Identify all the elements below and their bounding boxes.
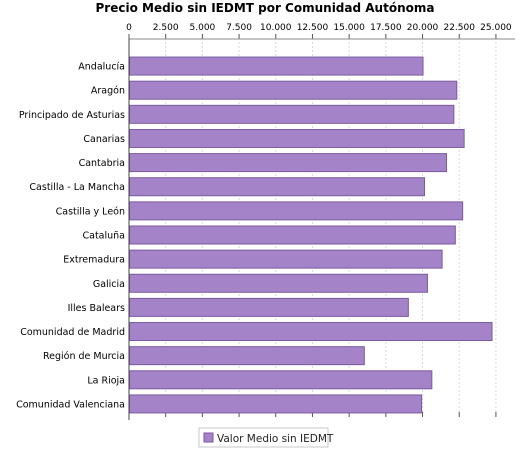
legend-box (198, 427, 329, 448)
category-label: Principado de Asturias (19, 110, 125, 121)
bar (129, 56, 424, 76)
category-label: Castilla - La Mancha (29, 182, 125, 193)
x-tick-label: 5.000 (190, 23, 216, 33)
category-label: Cataluña (82, 231, 125, 242)
x-tick-label: 22.500 (443, 23, 475, 33)
bar (129, 104, 455, 124)
category-label: Andalucía (78, 62, 125, 73)
category-label: Comunidad de Madrid (20, 327, 125, 338)
bar (129, 128, 465, 148)
category-label: Illes Balears (68, 303, 125, 314)
bar (129, 394, 423, 414)
legend-label: Valor Medio sin IEDMT (217, 433, 334, 445)
bar (129, 225, 456, 245)
category-labels: Andalucía Aragón Principado de Asturias Can… (16, 62, 125, 411)
x-tick-label: 12.500 (297, 23, 329, 33)
bar (129, 153, 448, 173)
category-label: Canarias (83, 134, 125, 145)
category-label: Cantabria (79, 158, 125, 169)
x-tick-label: 2.500 (153, 23, 179, 33)
legend: Valor Medio sin IEDMT (198, 427, 334, 448)
x-tick-label: 10.000 (260, 23, 292, 33)
chart-title: Precio Medio sin IEDMT por Comunidad Aut… (96, 1, 435, 15)
bar (129, 273, 428, 293)
category-label: Aragón (91, 86, 125, 97)
x-tick-label: 25.000 (480, 23, 512, 33)
axes (128, 38, 515, 420)
category-label: Castilla y León (56, 206, 125, 217)
category-label: Galicia (93, 279, 125, 290)
category-label: Región de Murcia (43, 351, 125, 362)
category-label: Comunidad Valenciana (16, 399, 125, 410)
bar (129, 177, 426, 197)
bar (129, 80, 458, 100)
bar (129, 201, 464, 221)
x-tick-label: 15.000 (333, 23, 365, 33)
x-tick-label: 17.500 (370, 23, 402, 33)
bar (129, 322, 493, 342)
category-label: Extremadura (63, 255, 125, 266)
x-tick-label: 7.500 (226, 23, 252, 33)
x-tick-label: 0 (126, 23, 132, 33)
bars (129, 56, 493, 414)
bar (129, 249, 443, 269)
category-label: La Rioja (87, 375, 125, 386)
bar (129, 370, 433, 390)
bar (129, 346, 365, 366)
bar (129, 297, 409, 317)
x-tick-label: 20.000 (407, 23, 439, 33)
legend-swatch (203, 432, 214, 443)
